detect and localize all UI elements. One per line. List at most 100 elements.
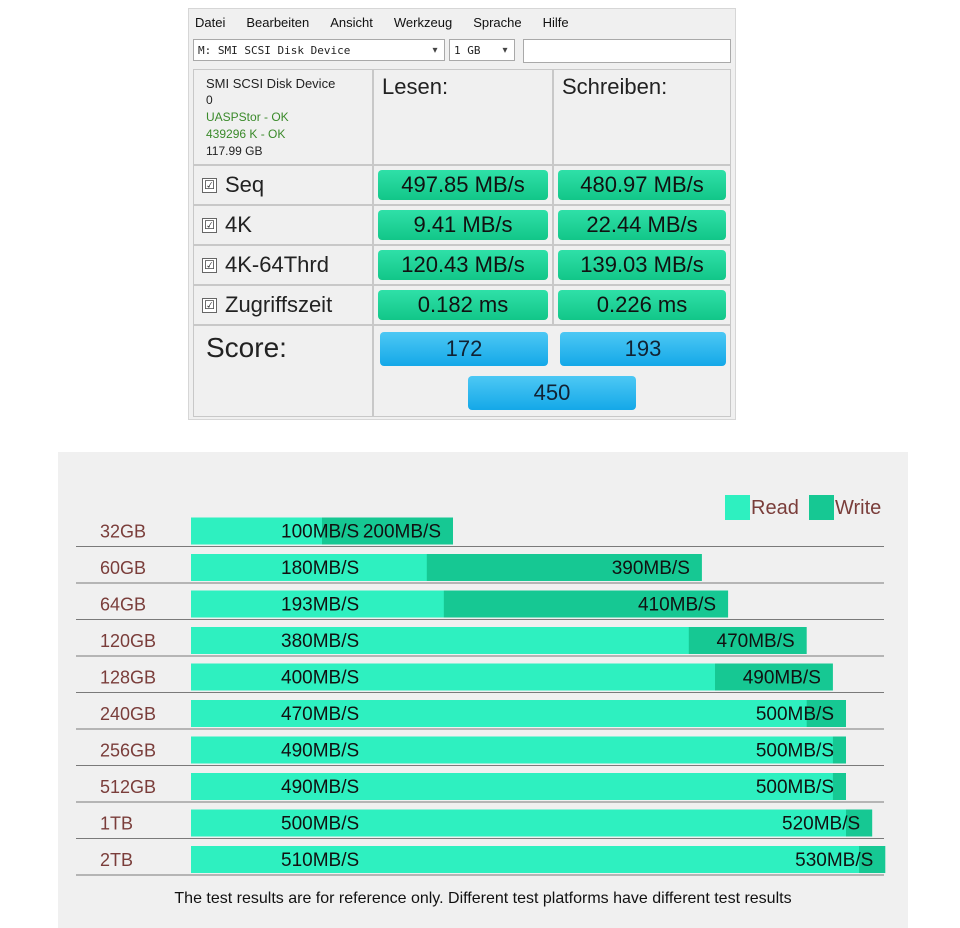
checkbox-icon[interactable]: ☑ bbox=[202, 177, 217, 193]
chart-canvas: 32GB 100MB/S 200MB/S 60GB 180MB/S 390MB/S 64GB… bbox=[76, 495, 886, 876]
menu-view[interactable]: Ansicht bbox=[330, 14, 373, 30]
benchmark-window: Datei Bearbeiten Ansicht Werkzeug Sprach… bbox=[188, 8, 736, 420]
seq-write-cell: 480.97 MB/s bbox=[553, 165, 731, 205]
menu-file[interactable]: Datei bbox=[195, 14, 226, 30]
row-seq-label[interactable]: ☑ Seq bbox=[193, 165, 373, 205]
chevron-down-icon[interactable]: ▾ bbox=[432, 44, 438, 56]
checkbox-icon[interactable]: ☑ bbox=[202, 217, 217, 233]
read-value-label: 490MB/S bbox=[281, 777, 359, 798]
write-value-label: 500MB/S bbox=[756, 777, 834, 798]
capacity-label: 512GB bbox=[100, 777, 156, 797]
capacity-label: 1TB bbox=[100, 814, 133, 834]
menu-edit[interactable]: Bearbeiten bbox=[246, 14, 310, 30]
menu-help[interactable]: Hilfe bbox=[542, 14, 569, 30]
score-write: 193 bbox=[560, 332, 726, 366]
write-value-label: 390MB/S bbox=[612, 558, 690, 579]
write-value-label: 500MB/S bbox=[756, 741, 834, 762]
row-4k-label[interactable]: ☑ 4K bbox=[193, 205, 373, 245]
access-write-value: 0.226 ms bbox=[558, 290, 726, 320]
4k64-read-value: 120.43 MB/s bbox=[378, 250, 548, 280]
capacity-label: 60GB bbox=[100, 558, 146, 578]
row-access-time-label[interactable]: ☑ Zugriffszeit bbox=[193, 285, 373, 325]
read-value-label: 500MB/S bbox=[281, 814, 359, 835]
read-value-label: 380MB/S bbox=[281, 631, 359, 652]
menu-bar: Datei Bearbeiten Ansicht Werkzeug Sprach… bbox=[189, 9, 735, 35]
score-area: 172 193 450 bbox=[373, 325, 731, 417]
read-bar bbox=[191, 736, 833, 764]
capacity-label: 240GB bbox=[100, 704, 156, 724]
score-label: Score: bbox=[193, 325, 373, 417]
device-index: 0 bbox=[206, 93, 213, 107]
test-size-select[interactable]: 1 GB ▾ bbox=[449, 39, 515, 61]
capacity-label: 64GB bbox=[100, 595, 146, 615]
write-value-label: 470MB/S bbox=[717, 631, 795, 652]
write-value-label: 500MB/S bbox=[756, 704, 834, 725]
chart-footnote: The test results are for reference only.… bbox=[174, 890, 792, 907]
access-read-value: 0.182 ms bbox=[378, 290, 548, 320]
menu-tools[interactable]: Werkzeug bbox=[393, 14, 453, 30]
read-value-label: 100MB/S bbox=[281, 522, 359, 543]
4k-write-cell: 22.44 MB/s bbox=[553, 205, 731, 245]
read-bar bbox=[191, 663, 715, 691]
driver-status: UASPStor - OK bbox=[206, 110, 289, 124]
row-label-text: 4K-64Thrd bbox=[225, 252, 329, 277]
device-capacity: 117.99 GB bbox=[206, 144, 263, 158]
drive-select[interactable]: M: SMI SCSI Disk Device ▾ bbox=[193, 39, 445, 61]
capacity-label: 32GB bbox=[100, 522, 146, 542]
row-label-text: Seq bbox=[225, 172, 265, 197]
capacity-label: 2TB bbox=[100, 850, 133, 870]
legend-read-label: Read bbox=[751, 497, 799, 519]
write-value-label: 490MB/S bbox=[743, 668, 821, 689]
seq-read-value: 497.85 MB/s bbox=[378, 170, 548, 200]
read-bar bbox=[191, 773, 833, 800]
4k-read-cell: 9.41 MB/s bbox=[373, 205, 553, 245]
device-info: SMI SCSI Disk Device 0 UASPStor - OK 439… bbox=[193, 69, 373, 165]
info-field[interactable] bbox=[523, 39, 731, 63]
write-value-label: 520MB/S bbox=[782, 814, 860, 835]
read-column-header: Lesen: bbox=[373, 69, 553, 165]
4k-write-value: 22.44 MB/s bbox=[558, 210, 726, 240]
checkbox-icon[interactable]: ☑ bbox=[202, 297, 217, 313]
capacity-label: 256GB bbox=[100, 741, 156, 761]
device-name: SMI SCSI Disk Device bbox=[206, 76, 336, 91]
write-value-label: 410MB/S bbox=[638, 595, 716, 616]
read-value-label: 400MB/S bbox=[281, 668, 359, 689]
read-value-label: 490MB/S bbox=[281, 741, 359, 762]
4k64-write-cell: 139.03 MB/s bbox=[553, 245, 731, 285]
chevron-down-icon[interactable]: ▾ bbox=[502, 44, 508, 56]
access-write-cell: 0.226 ms bbox=[553, 285, 731, 325]
4k64-read-cell: 120.43 MB/s bbox=[373, 245, 553, 285]
read-bar bbox=[191, 590, 444, 618]
seq-read-cell: 497.85 MB/s bbox=[373, 165, 553, 205]
4k-read-value: 9.41 MB/s bbox=[378, 210, 548, 240]
read-value-label: 470MB/S bbox=[281, 704, 359, 725]
row-label-text: Zugriffszeit bbox=[225, 292, 333, 317]
drive-select-value: M: SMI SCSI Disk Device bbox=[198, 43, 351, 57]
capacity-label: 120GB bbox=[100, 631, 156, 651]
access-read-cell: 0.182 ms bbox=[373, 285, 553, 325]
checkbox-icon[interactable]: ☑ bbox=[202, 257, 217, 273]
seq-write-value: 480.97 MB/s bbox=[558, 170, 726, 200]
write-column-header: Schreiben: bbox=[553, 69, 731, 165]
read-bar bbox=[191, 700, 807, 727]
score-total: 450 bbox=[468, 376, 636, 410]
read-bar bbox=[191, 517, 322, 545]
read-bar bbox=[191, 554, 427, 581]
read-value-label: 193MB/S bbox=[281, 595, 359, 616]
capacity-label: 128GB bbox=[100, 668, 156, 688]
read-bar bbox=[191, 809, 846, 837]
read-bar bbox=[191, 846, 860, 873]
read-value-label: 180MB/S bbox=[281, 558, 359, 579]
menu-language[interactable]: Sprache bbox=[473, 14, 522, 30]
legend-write-swatch bbox=[809, 495, 834, 520]
speed-comparison-chart: 32GB 100MB/S 200MB/S 60GB 180MB/S 390MB/S 64GB… bbox=[58, 452, 908, 928]
alignment-status: 439296 K - OK bbox=[206, 127, 286, 141]
test-size-value: 1 GB bbox=[454, 43, 481, 57]
legend-read-swatch bbox=[725, 495, 750, 520]
row-4k64-label[interactable]: ☑ 4K-64Thrd bbox=[193, 245, 373, 285]
read-value-label: 510MB/S bbox=[281, 850, 359, 871]
write-value-label: 200MB/S bbox=[363, 522, 441, 543]
legend-write-label: Write bbox=[835, 497, 881, 519]
row-label-text: 4K bbox=[225, 212, 252, 237]
score-read: 172 bbox=[380, 332, 548, 366]
